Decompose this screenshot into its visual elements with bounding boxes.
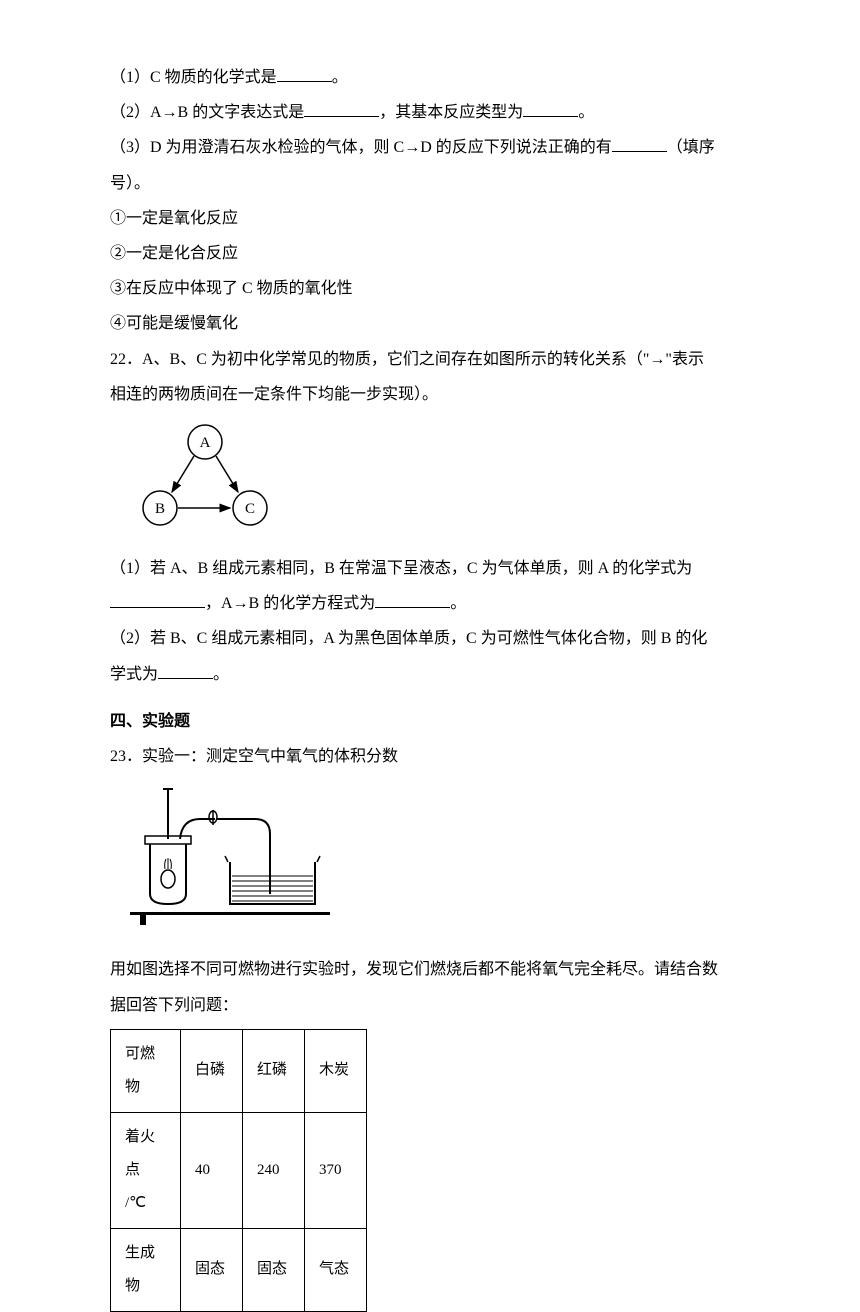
cell: 木炭 [305,1029,367,1112]
q23-apparatus-diagram [110,784,750,942]
blank [612,151,667,152]
q23-desc1: 用如图选择不同可燃物进行实验时，发现它们燃烧后都不能将氧气完全耗尽。请结合数 [110,952,750,987]
svg-text:A: A [200,435,211,451]
svg-text:B: B [155,501,165,517]
blank [277,81,332,82]
text: （3）D 为用澄清石灰水检验的气体，则 C→D 的反应下列说法正确的有 [110,139,612,156]
q21-part3: （3）D 为用澄清石灰水检验的气体，则 C→D 的反应下列说法正确的有 （填序 [110,130,750,165]
q22-stem2: 相连的两物质间在一定条件下均能一步实现）。 [110,377,750,412]
text: 。 [213,666,229,683]
q22-part1: （1）若 A、B 组成元素相同，B 在常温下呈液态，C 为气体单质，则 A 的化… [110,551,750,586]
blank [523,116,578,117]
blank [110,607,205,608]
text: ，A→B 的化学方程式为 [205,595,375,612]
q21-part3-cont: 号）。 [110,166,750,201]
cell: 240 [243,1112,305,1228]
blank [158,678,213,679]
q21-part1: （1）C 物质的化学式是 。 [110,60,750,95]
section4-title: 四、实验题 [110,704,750,739]
text: 号）。 [110,175,150,192]
cell: 红磷 [243,1029,305,1112]
text: 。 [578,104,594,121]
cell: 370 [305,1112,367,1228]
cell: 固态 [181,1228,243,1311]
text: 学式为 [110,666,158,683]
text: （2）A→B 的文字表达式是 [110,104,304,121]
q22-part1-cont: ，A→B 的化学方程式为 。 [110,586,750,621]
text: 。 [332,69,348,86]
text: （2）若 B、C 组成元素相同，A 为黑色固体单质，C 为可燃性气体化合物，则 … [110,630,707,647]
q21-part2: （2）A→B 的文字表达式是 ，其基本反应类型为 。 [110,95,750,130]
cell: 生成物 [111,1228,181,1311]
q22-part2-cont: 学式为 。 [110,657,750,692]
table-row: 着火点/℃ 40 240 370 [111,1112,367,1228]
text: （1）若 A、B 组成元素相同，B 在常温下呈液态，C 为气体单质，则 A 的化… [110,560,692,577]
cell: 可燃物 [111,1029,181,1112]
q22-stem1: 22．A、B、C 为初中化学常见的物质，它们之间存在如图所示的转化关系（"→"表… [110,342,750,377]
text: （填序 [667,139,715,156]
q23-table: 可燃物 白磷 红磷 木炭 着火点/℃ 40 240 370 生成物 固态 固态 … [110,1029,367,1312]
text: 。 [450,595,466,612]
cell: 气态 [305,1228,367,1311]
q22-diagram: A B C [130,420,750,543]
q22-part2: （2）若 B、C 组成元素相同，A 为黑色固体单质，C 为可燃性气体化合物，则 … [110,621,750,656]
svg-text:C: C [245,501,255,517]
cell: 白磷 [181,1029,243,1112]
q21-opt1: ①一定是氧化反应 [110,201,750,236]
blank [375,607,450,608]
text: ，其基本反应类型为 [379,104,523,121]
q23-desc2: 据回答下列问题： [110,988,750,1023]
table-row: 生成物 固态 固态 气态 [111,1228,367,1311]
q21-opt4: ④可能是缓慢氧化 [110,306,750,341]
cell: 固态 [243,1228,305,1311]
q21-opt2: ②一定是化合反应 [110,236,750,271]
q23-stem: 23．实验一：测定空气中氧气的体积分数 [110,739,750,774]
q21-opt3: ③在反应中体现了 C 物质的氧化性 [110,271,750,306]
blank [304,116,379,117]
table-row: 可燃物 白磷 红磷 木炭 [111,1029,367,1112]
text: （1）C 物质的化学式是 [110,69,277,86]
cell: 40 [181,1112,243,1228]
cell: 着火点/℃ [111,1112,181,1228]
